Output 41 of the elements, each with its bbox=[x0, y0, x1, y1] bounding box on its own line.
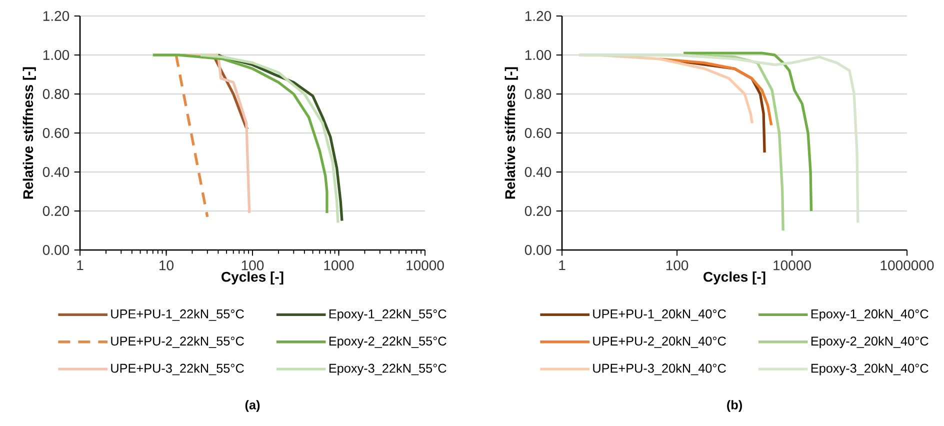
y-tick-label: 0.20 bbox=[42, 206, 70, 216]
legend-label: Epoxy-2_22kN_55°C bbox=[329, 336, 446, 348]
legend-label: UPE+PU-2_22kN_55°C bbox=[111, 336, 244, 348]
x-tick-label: 100 bbox=[242, 260, 264, 270]
x-tick-label: 10000 bbox=[406, 260, 444, 270]
y-tick-label: 1.00 bbox=[525, 50, 552, 60]
y-tick-label: 0.80 bbox=[42, 89, 70, 99]
y-tick-label: 0.60 bbox=[42, 128, 70, 138]
legend-label: Epoxy-3_20kN_40°C bbox=[811, 363, 928, 376]
y-tick-label: 0.00 bbox=[524, 245, 552, 255]
legend-label: UPE+PU-3_22kN_55°C bbox=[111, 363, 244, 376]
legend-label: Epoxy-3_22kN_55°C bbox=[329, 363, 446, 376]
y-tick-label: 1.20 bbox=[43, 11, 70, 21]
x-tick-label: 1000 bbox=[324, 260, 354, 270]
y-tick-label: 0.00 bbox=[42, 245, 70, 255]
y-tick-label: 1.20 bbox=[525, 11, 552, 21]
legend-label: Epoxy-1_22kN_55°C bbox=[329, 309, 446, 321]
x-tick-label: 10000 bbox=[774, 260, 811, 270]
y-tick-label: 0.60 bbox=[524, 128, 552, 138]
x-tick-label: 1 bbox=[559, 260, 566, 270]
legend-label: UPE+PU-1_20kN_40°C bbox=[593, 309, 726, 321]
y-axis-title: Relative stiffness [-] bbox=[22, 67, 36, 199]
y-tick-label: 1.00 bbox=[43, 50, 70, 60]
x-axis-title: Cycles [-] bbox=[222, 271, 284, 285]
legend-label: Epoxy-2_20kN_40°C bbox=[811, 336, 928, 348]
text: (b) bbox=[727, 400, 742, 412]
x-tick-label: 100 bbox=[666, 260, 688, 270]
text: (a) bbox=[245, 400, 260, 412]
legend-label: UPE+PU-2_20kN_40°C bbox=[593, 336, 726, 348]
x-axis-title: Cycles [-] bbox=[704, 271, 766, 285]
legend-label: UPE+PU-1_22kN_55°C bbox=[111, 309, 244, 321]
legend-label: UPE+PU-3_20kN_40°C bbox=[593, 363, 726, 376]
y-axis-title: Relative stiffness [-] bbox=[504, 67, 518, 199]
legend-label: Epoxy-1_20kN_40°C bbox=[811, 309, 928, 321]
x-tick-label: 10 bbox=[160, 260, 174, 270]
y-tick-label: 0.40 bbox=[524, 167, 552, 177]
y-tick-label: 0.80 bbox=[524, 89, 552, 99]
x-tick-label: 1000000 bbox=[880, 260, 934, 270]
y-tick-label: 0.20 bbox=[524, 206, 552, 216]
x-tick-label: 1 bbox=[77, 260, 84, 270]
y-tick-label: 0.40 bbox=[42, 167, 70, 177]
